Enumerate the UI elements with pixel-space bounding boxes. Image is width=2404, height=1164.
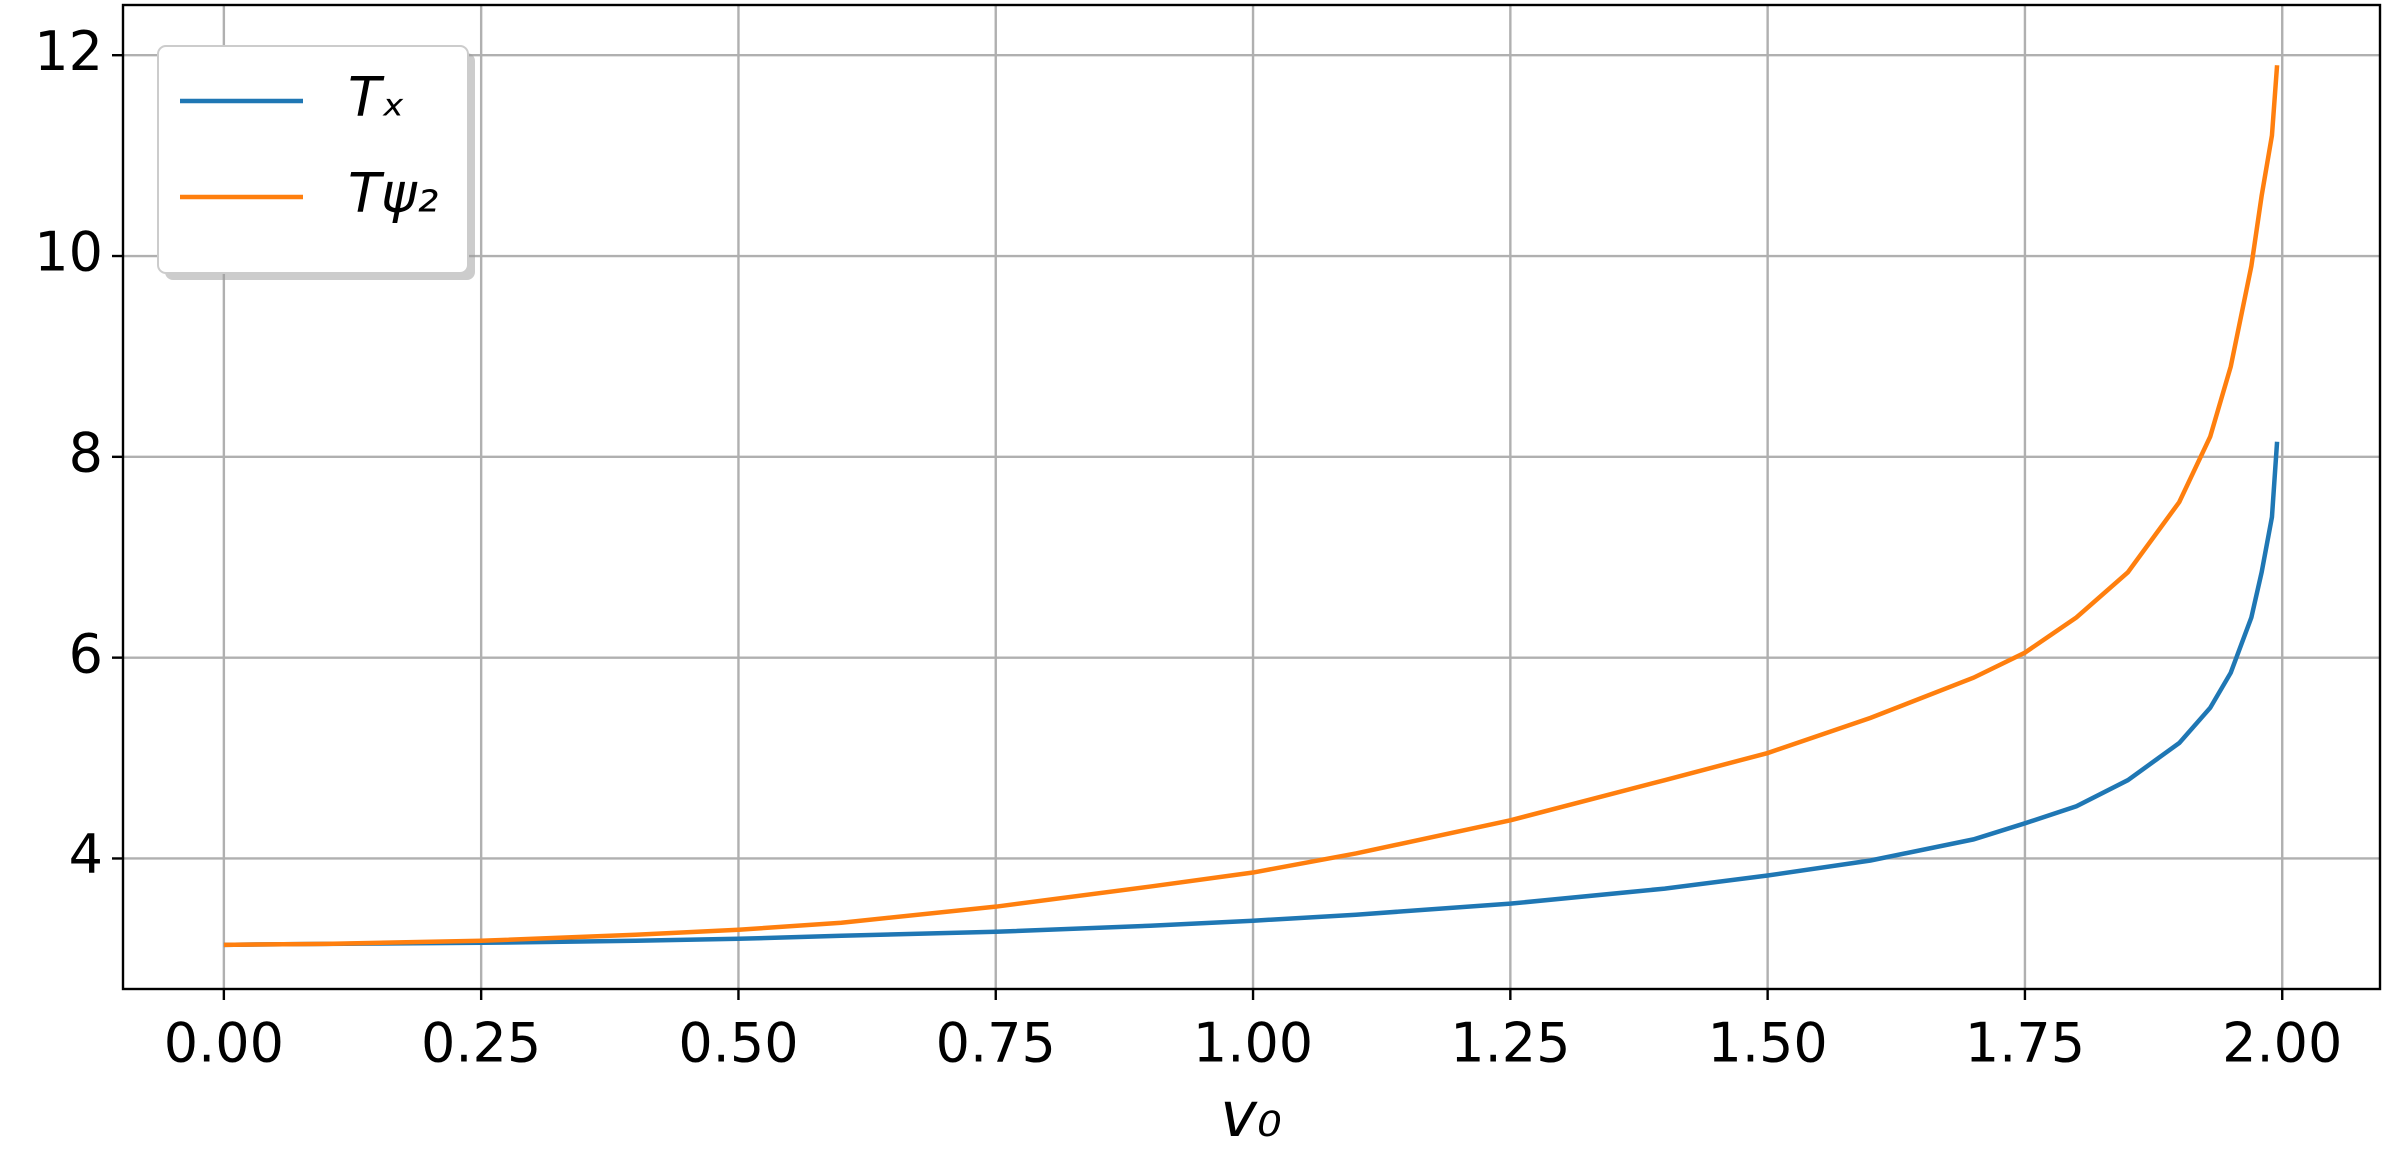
y-tick-label: 8	[69, 421, 103, 484]
data-line	[223, 441, 2280, 948]
y-tick-label: 6	[69, 622, 103, 685]
x-tick-label: 0.75	[936, 1012, 1056, 1075]
legend-label: Tψ₂	[348, 162, 438, 225]
plot-frame	[121, 3, 2382, 991]
legend-label: Tₓ	[348, 66, 405, 129]
legend	[157, 45, 469, 274]
x-tick-label: 1.50	[1708, 1012, 1828, 1075]
x-tick-label: 0.50	[678, 1012, 798, 1075]
x-tick-label: 1.75	[1965, 1012, 2085, 1075]
x-tick-label: 0.25	[421, 1012, 541, 1075]
y-tick-label: 4	[69, 823, 103, 886]
x-axis-label: v₀	[1220, 1078, 1282, 1151]
x-tick-label: 1.00	[1193, 1012, 1313, 1075]
x-tick-label: 0.00	[164, 1012, 284, 1075]
x-tick-label: 2.00	[2222, 1012, 2342, 1075]
y-tick-label: 12	[34, 20, 103, 83]
data-line	[223, 65, 2280, 948]
y-tick-label: 10	[34, 221, 103, 284]
x-tick-label: 1.25	[1450, 1012, 1570, 1075]
